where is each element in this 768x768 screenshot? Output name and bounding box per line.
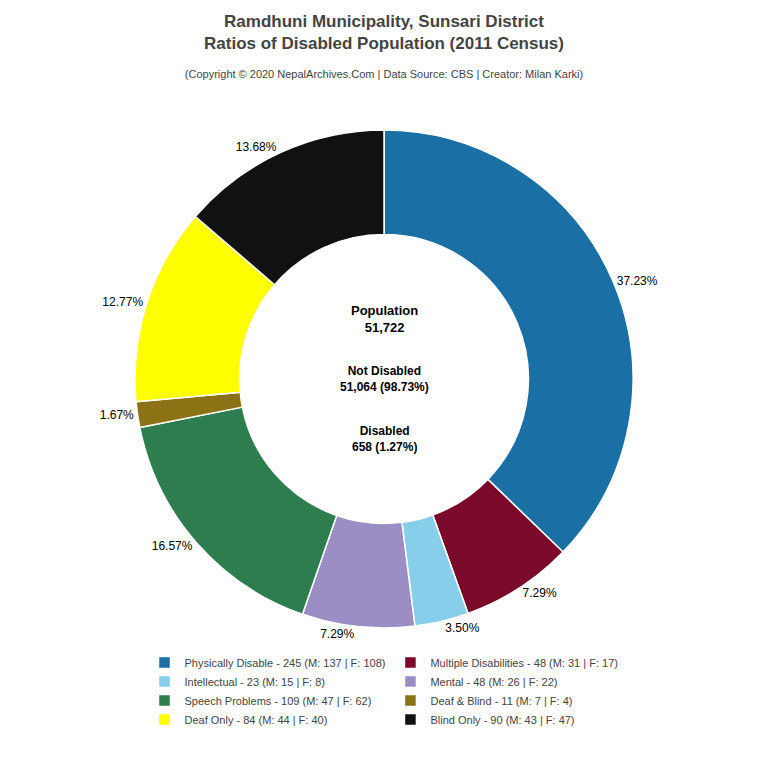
svg-text:16.57%: 16.57% <box>152 539 193 553</box>
svg-text:Intellectual - 23 (M: 15 | F:: Intellectual - 23 (M: 15 | F: 8) <box>185 676 325 688</box>
svg-text:Deaf & Blind - 11 (M: 7 | F: 4: Deaf & Blind - 11 (M: 7 | F: 4) <box>430 695 572 707</box>
svg-text:Population51,722: Population51,722 <box>351 303 418 335</box>
svg-text:7.29%: 7.29% <box>320 627 354 641</box>
svg-text:1.67%: 1.67% <box>100 408 134 422</box>
svg-text:Disabled658 (1.27%): Disabled658 (1.27%) <box>352 424 417 454</box>
svg-text:(Copyright © 2020 NepalArchive: (Copyright © 2020 NepalArchives.Com | Da… <box>185 68 583 80</box>
svg-text:Ramdhuni Municipality, Sunsari: Ramdhuni Municipality, Sunsari DistrictR… <box>204 12 564 53</box>
svg-text:37.23%: 37.23% <box>617 274 658 288</box>
svg-text:Physically Disable - 245 (M: 1: Physically Disable - 245 (M: 137 | F: 10… <box>185 657 386 669</box>
svg-text:7.29%: 7.29% <box>523 586 557 600</box>
svg-text:Mental - 48 (M: 26 | F: 22): Mental - 48 (M: 26 | F: 22) <box>430 676 557 688</box>
svg-text:13.68%: 13.68% <box>236 140 277 154</box>
svg-text:Deaf Only - 84 (M: 44 | F: 40): Deaf Only - 84 (M: 44 | F: 40) <box>185 714 328 726</box>
svg-text:Multiple Disabilities - 48 (M:: Multiple Disabilities - 48 (M: 31 | F: 1… <box>430 657 617 669</box>
svg-text:Blind Only - 90 (M: 43 | F: 47: Blind Only - 90 (M: 43 | F: 47) <box>430 714 574 726</box>
svg-text:12.77%: 12.77% <box>102 295 143 309</box>
svg-text:Not Disabled51,064 (98.73%): Not Disabled51,064 (98.73%) <box>340 364 429 394</box>
svg-text:Speech Problems - 109 (M: 47 |: Speech Problems - 109 (M: 47 | F: 62) <box>185 695 372 707</box>
svg-text:3.50%: 3.50% <box>445 621 479 635</box>
